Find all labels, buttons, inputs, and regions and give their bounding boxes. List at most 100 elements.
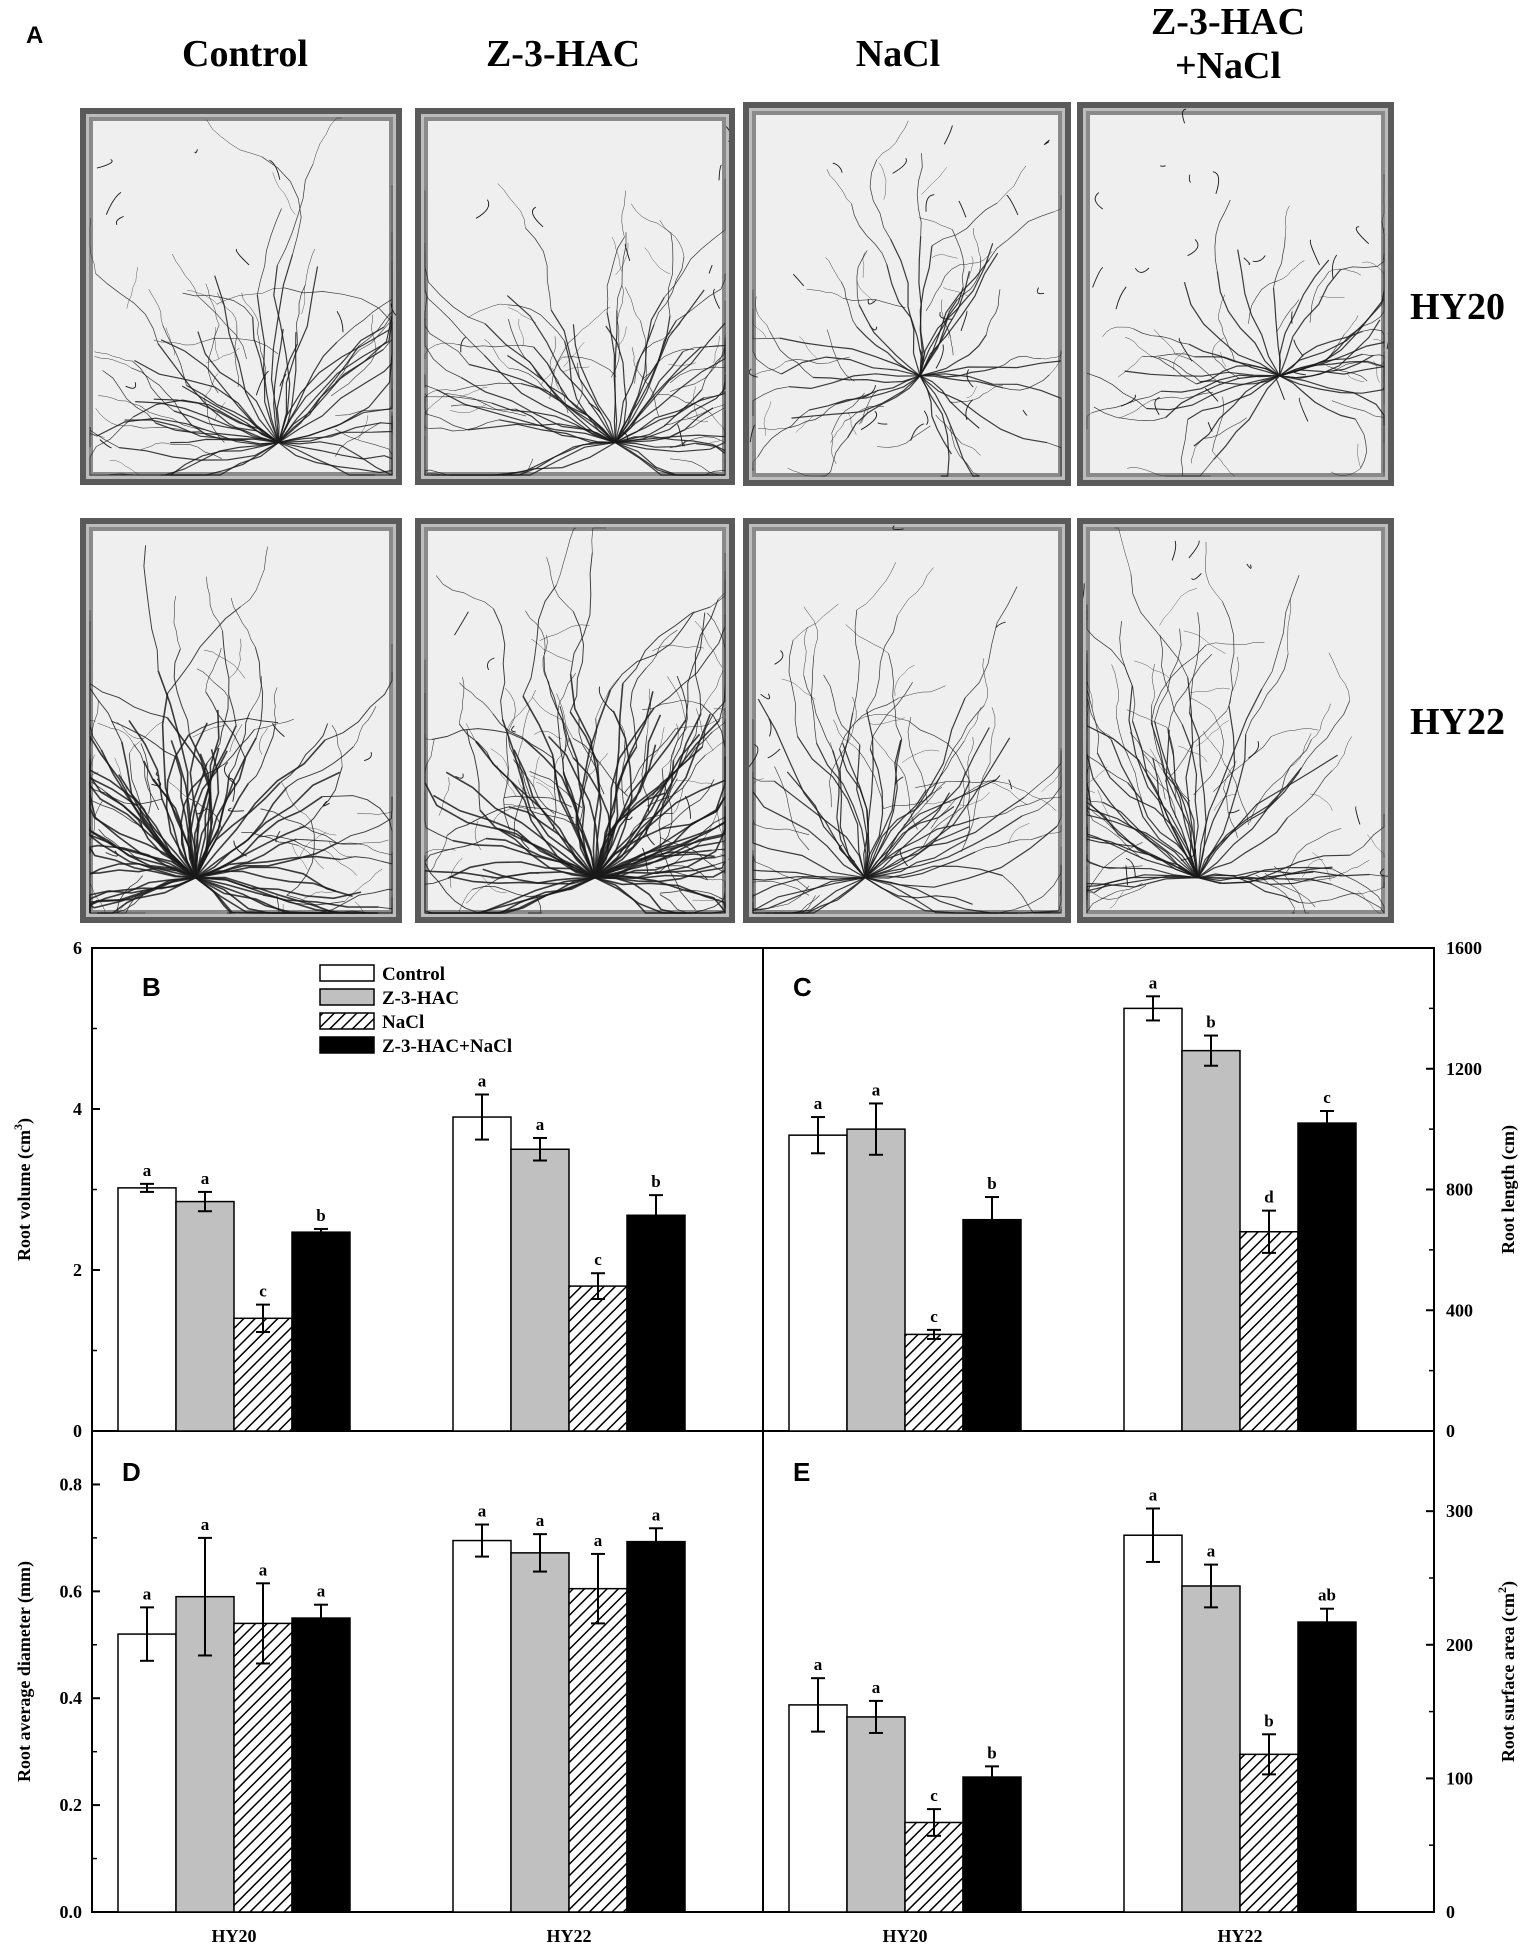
y-tick-label: 0.8 [60,1474,83,1494]
x-category-label: HY20 [883,1926,928,1946]
legend-label: Control [382,964,445,985]
bar-z-3-hac-hy22 [1181,1585,1241,1913]
bar-z-3-hac-hy20 [846,1128,906,1432]
x-category-label: HY22 [1218,1926,1263,1946]
significance-letter: a [1149,973,1158,992]
bar-z-3-hac-nacl-hy22 [626,1540,686,1913]
y-tick-label: 400 [1446,1300,1473,1320]
bar-z-3-hac-hy22 [510,1552,570,1913]
bar-nacl-hy22 [1239,1753,1299,1913]
bar-z-3-hac-hy20 [846,1716,906,1913]
significance-letter: a [478,1502,487,1521]
column-header-control: Control [182,33,308,75]
significance-letter: a [317,1582,326,1601]
bar-z-3-hac-nacl-hy20 [962,1776,1022,1913]
y-axis-label: Root length (cm) [1498,1125,1519,1254]
bar-z-3-hac-hy22 [1181,1049,1241,1432]
y-tick-label: 0.6 [60,1581,83,1601]
bar-z-3-hac-nacl-hy22 [1297,1621,1357,1913]
significance-letter: c [1323,1088,1331,1107]
root-system [89,117,396,476]
bar-control-hy22 [1123,1534,1183,1913]
significance-letter: a [259,1560,268,1579]
root-system [1086,108,1388,477]
significance-letter: a [872,1678,881,1697]
y-tick-label: 0.4 [60,1688,83,1708]
significance-letter: b [987,1743,996,1762]
y-axis-label: Root volume (cm3) [11,1118,35,1261]
bar-z-3-hac-hy20 [175,1200,235,1432]
root-photo-hy22-control [80,518,402,923]
chart-panel-e: E 0 100 200 300 Root surface area (cm2) a a c b HY… [788,1457,1519,1946]
bar-z-3-hac-nacl-hy20 [291,1231,351,1432]
significance-letter: b [651,1172,660,1191]
significance-letter: a [536,1115,545,1134]
root-photo-hy20-z3hac [415,108,735,485]
significance-letter: ab [1318,1586,1336,1605]
legend-swatch [319,964,375,982]
significance-letter: b [987,1174,996,1193]
bar-control-hy22 [1123,1007,1183,1432]
significance-letter: a [594,1531,603,1550]
significance-letter: b [1206,1013,1215,1032]
chart-panel-c: C 0 400 800 1200 1600 Root length (cm) a a c b a b d c [788,938,1519,1441]
bar-nacl-hy20 [904,1821,964,1913]
row-label-hy22: HY22 [1410,701,1505,743]
root-photo-hy22-z3hac-nacl [1077,518,1394,923]
significance-letter: a [1207,1542,1216,1561]
significance-letter: b [316,1206,325,1225]
significance-letter: c [930,1307,938,1326]
y-tick-label: 0.0 [60,1902,83,1922]
root-photo-hy20-z3hac-nacl [1077,102,1394,486]
bar-nacl-hy22 [568,1285,628,1432]
significance-letter: c [930,1786,938,1805]
y-tick-label: 0 [73,1421,82,1441]
y-tick-label: 0.2 [60,1795,83,1815]
significance-letter: a [1149,1485,1158,1504]
bar-control-hy20 [117,1633,177,1913]
y-tick-label: 1600 [1446,938,1482,958]
significance-letter: a [652,1505,661,1524]
root-photo-hy22-z3hac [415,518,735,923]
legend-swatch [319,1012,375,1030]
column-header-nacl: NaCl [855,33,941,75]
x-category-label: HY20 [212,1926,257,1946]
root-photo-hy20-nacl [743,102,1071,486]
root-system [1083,527,1388,914]
y-tick-label: 0 [1446,1421,1455,1441]
bar-nacl-hy22 [1239,1231,1299,1432]
bar-nacl-hy20 [233,1622,293,1913]
significance-letter: a [872,1080,881,1099]
bar-control-hy20 [117,1187,177,1432]
legend-swatch [319,1036,375,1054]
y-tick-label: 800 [1446,1180,1473,1200]
legend-label: NaCl [382,1012,424,1033]
row-label-hy20: HY20 [1410,286,1505,328]
panel-label-b: B [142,972,161,1002]
significance-letter: d [1264,1188,1274,1207]
bar-z-3-hac-hy22 [510,1148,570,1432]
bar-control-hy20 [788,1134,848,1432]
chart-panel-b: B 0 2 4 6 Root volume (cm3) a a c b a a c b [11,938,686,1441]
bar-control-hy22 [452,1116,512,1432]
root-system [749,120,1062,477]
root-system [749,525,1062,914]
column-header-z3hac-nacl: Z-3-HAC +NaCl [1150,1,1306,87]
bar-nacl-hy22 [568,1587,628,1913]
panel-a-label: A [26,22,44,49]
y-axis-label: Root average diameter (mm) [14,1561,35,1782]
legend-label: Z-3-HAC [382,988,459,1009]
significance-letter: a [536,1511,545,1530]
y-axis-label: Root surface area (cm2) [1495,1581,1519,1762]
panel-label-c: C [793,972,812,1002]
significance-letter: a [478,1072,487,1091]
root-system [89,545,393,914]
bar-z-3-hac-nacl-hy22 [1297,1122,1357,1432]
y-tick-label: 6 [73,938,82,958]
y-tick-label: 0 [1446,1902,1455,1922]
y-tick-label: 100 [1446,1768,1473,1788]
root-photo-hy22-nacl [743,518,1071,923]
root-photo-hy20-control [80,108,402,485]
panel-label-d: D [122,1457,141,1487]
root-system [424,126,729,476]
